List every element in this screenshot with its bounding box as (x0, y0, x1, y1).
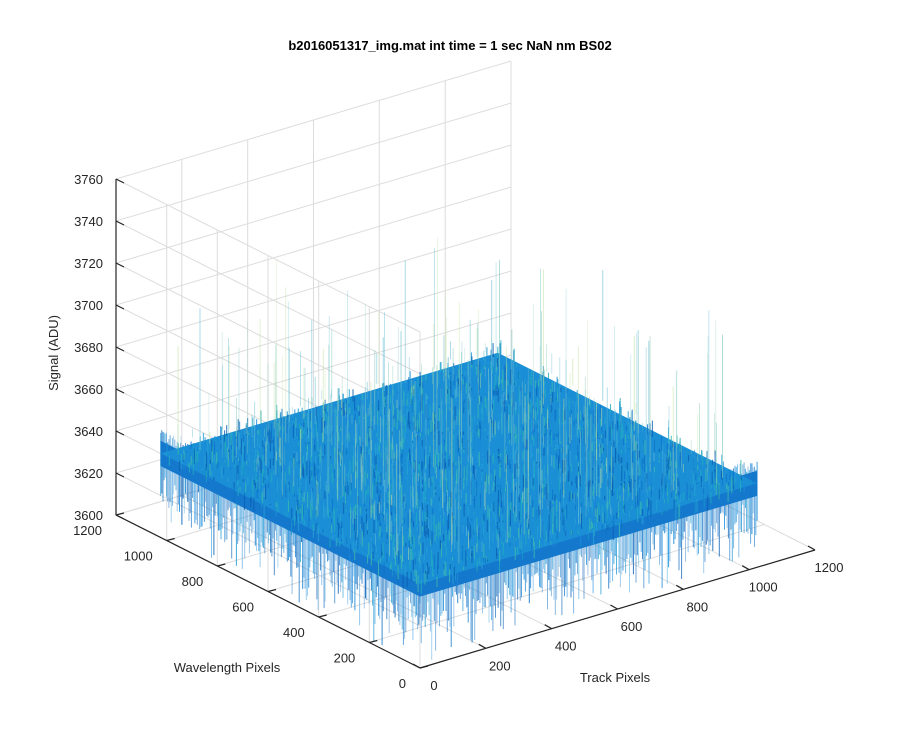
z-tick-label: 3680 (74, 340, 103, 355)
x-tick (478, 643, 487, 649)
z-tick (115, 304, 125, 310)
left-wall-gridline-z (115, 262, 421, 417)
y-tick-label: 800 (182, 574, 204, 589)
x-tick-label: 800 (686, 599, 708, 614)
z-tick-label: 3660 (74, 382, 103, 397)
x-tick (807, 545, 816, 551)
z-tick-label: 3720 (74, 256, 103, 271)
y-tick (166, 537, 175, 542)
y-tick (267, 588, 277, 593)
y-tick-label: 0 (399, 676, 406, 691)
right-wall-gridline-z (115, 312, 512, 432)
chart-title: b2016051317_img.mat int time = 1 sec NaN… (288, 38, 611, 53)
y-tick (217, 563, 226, 567)
left-wall-gridline-z (115, 178, 421, 333)
z-tick-label: 3620 (74, 466, 103, 481)
tick-labels: 0 200 400 600 800 1000 1200 0 200 400 600 800 1000 12… (73, 172, 843, 693)
x-tick-label: 1200 (815, 560, 844, 575)
x-tick (741, 565, 750, 571)
x-tick-label: 1000 (749, 580, 778, 595)
y-tick-label: 1200 (73, 523, 102, 538)
right-wall-gridline-z (115, 102, 512, 222)
left-wall-gridline-z (115, 220, 421, 375)
y-tick-label: 400 (283, 625, 305, 640)
x-axis-label: Track Pixels (580, 670, 651, 685)
y-tick-label: 1000 (124, 549, 153, 564)
x-tick (544, 624, 552, 630)
x-tick (412, 663, 421, 669)
right-wall-gridline-z (115, 228, 512, 348)
z-tick (115, 220, 125, 226)
z-tick (115, 472, 125, 478)
y-tick-label: 200 (334, 651, 356, 666)
x-tick (676, 584, 684, 590)
y-tick-label: 600 (232, 600, 254, 615)
left-wall-gridline-z (115, 472, 421, 627)
z-tick-label: 3640 (74, 424, 103, 439)
x-tick-label: 600 (621, 619, 643, 634)
x-tick-label: 400 (555, 639, 577, 654)
right-wall-gridline-z (115, 60, 512, 180)
z-tick (115, 178, 125, 184)
z-tick (115, 430, 125, 436)
right-wall-gridline-z (115, 186, 512, 306)
z-tick-label: 3600 (74, 508, 103, 523)
right-wall-gridline-z (115, 270, 512, 390)
z-tick (115, 514, 125, 520)
y-axis-label: Wavelength Pixels (174, 660, 281, 675)
x-tick-label: 200 (489, 658, 511, 673)
y-tick (419, 665, 429, 669)
y-tick (369, 639, 378, 644)
z-tick (115, 262, 125, 268)
z-axis-label: Signal (ADU) (46, 315, 61, 391)
surface-texture (165, 340, 754, 594)
x-tick-label: 0 (430, 678, 437, 693)
surface-spikes (177, 237, 723, 565)
x-tick (610, 604, 618, 610)
y-tick (115, 512, 125, 516)
z-tick-label: 3760 (74, 172, 103, 187)
z-tick-label: 3700 (74, 298, 103, 313)
right-wall-gridline-z (115, 144, 512, 264)
y-tick (318, 614, 327, 618)
surface (160, 237, 758, 660)
z-tick (115, 388, 125, 394)
axes (115, 178, 816, 669)
z-tick (115, 346, 125, 352)
z-tick-label: 3740 (74, 214, 103, 229)
